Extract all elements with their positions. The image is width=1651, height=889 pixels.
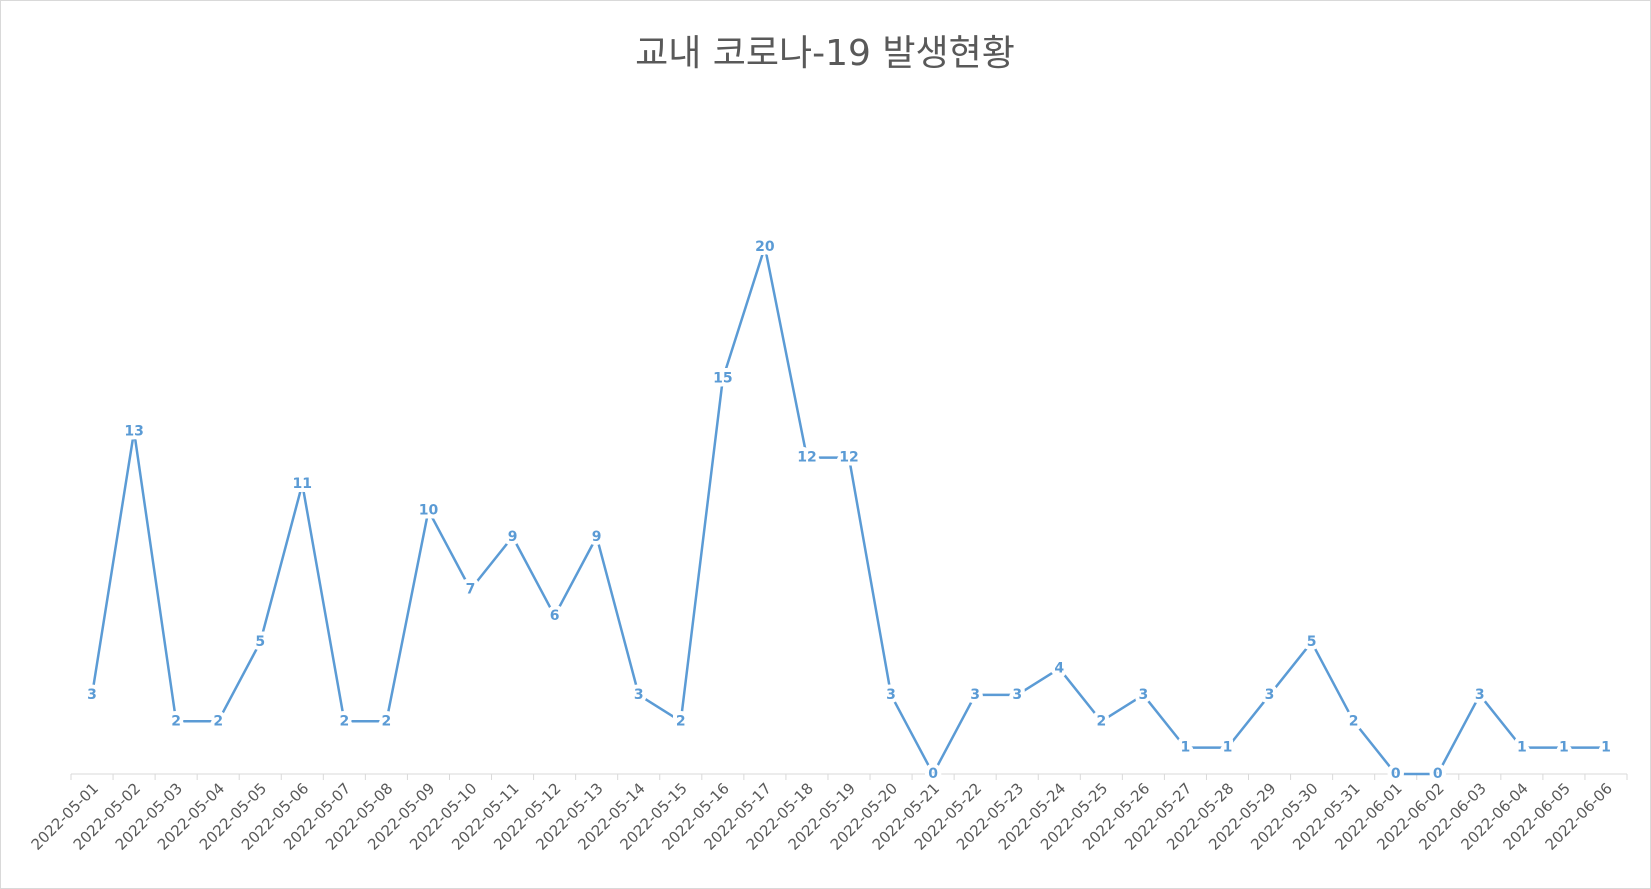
value-label: 5 bbox=[1307, 634, 1317, 650]
value-label: 2 bbox=[171, 713, 181, 729]
chart-title: 교내 코로나-19 발생현황 bbox=[635, 33, 1015, 74]
value-label: 6 bbox=[550, 608, 560, 624]
value-label: 2 bbox=[213, 713, 223, 729]
value-label: 20 bbox=[755, 239, 775, 255]
value-label: 3 bbox=[1139, 687, 1149, 703]
value-label: 1 bbox=[1559, 740, 1569, 756]
value-label: 10 bbox=[419, 502, 439, 518]
value-label: 2 bbox=[339, 713, 349, 729]
value-label: 1 bbox=[1181, 740, 1191, 756]
value-label: 9 bbox=[508, 529, 518, 545]
value-label: 15 bbox=[713, 371, 732, 387]
value-label: 3 bbox=[1012, 687, 1022, 703]
value-label: 0 bbox=[1391, 766, 1401, 782]
value-label: 2 bbox=[382, 713, 392, 729]
value-label: 2 bbox=[1096, 713, 1106, 729]
value-label: 11 bbox=[293, 476, 312, 492]
value-label: 3 bbox=[634, 687, 644, 703]
value-label: 9 bbox=[592, 529, 602, 545]
value-label: 13 bbox=[124, 423, 143, 439]
value-label: 4 bbox=[1054, 661, 1064, 677]
value-label: 3 bbox=[970, 687, 980, 703]
value-label: 12 bbox=[839, 450, 858, 466]
value-label: 1 bbox=[1601, 740, 1611, 756]
value-label: 3 bbox=[87, 687, 97, 703]
value-label: 1 bbox=[1223, 740, 1233, 756]
value-label: 5 bbox=[255, 634, 265, 650]
data-line bbox=[90, 245, 1606, 776]
value-label: 0 bbox=[1433, 766, 1443, 782]
value-label: 7 bbox=[466, 581, 476, 597]
value-label: 2 bbox=[676, 713, 686, 729]
value-label: 12 bbox=[797, 450, 816, 466]
value-label: 1 bbox=[1517, 740, 1527, 756]
value-label: 0 bbox=[928, 766, 938, 782]
value-label: 2 bbox=[1349, 713, 1359, 729]
value-label: 3 bbox=[886, 687, 896, 703]
value-label: 3 bbox=[1265, 687, 1275, 703]
value-label: 3 bbox=[1475, 687, 1485, 703]
